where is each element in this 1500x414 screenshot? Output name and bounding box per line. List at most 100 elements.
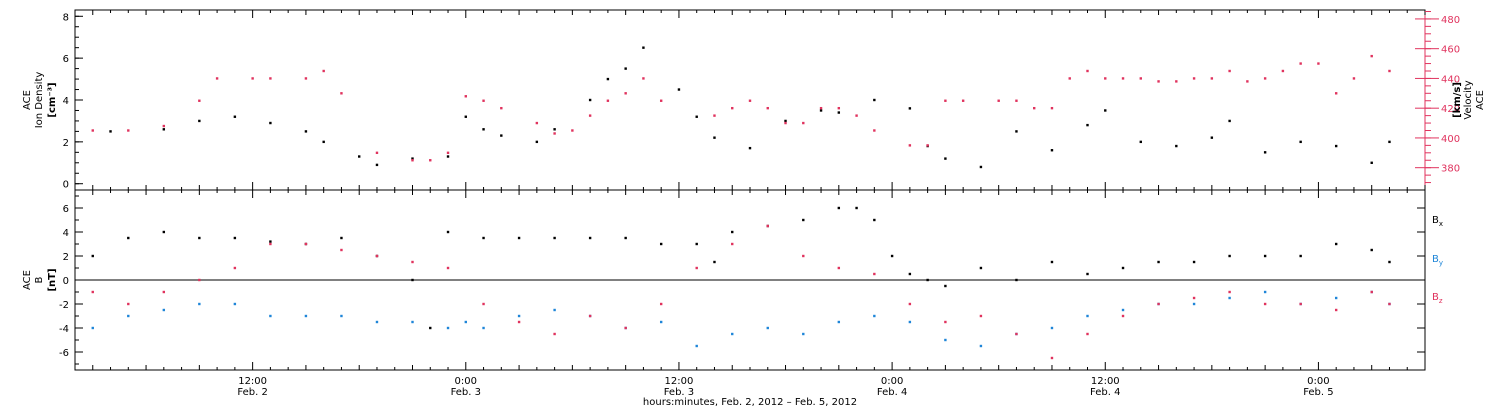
bx-point (1263, 254, 1267, 258)
bx-point (1370, 248, 1373, 252)
density-point (1086, 123, 1089, 127)
velocity-point (1317, 62, 1320, 65)
velocity-point (304, 77, 308, 80)
density-point (358, 155, 361, 158)
bx-point (269, 240, 272, 243)
bx-point (340, 236, 343, 240)
bx-point (1121, 266, 1125, 270)
velocity-point (908, 144, 912, 147)
by-point (944, 338, 947, 342)
velocity-point (642, 77, 645, 80)
bx-point (944, 284, 947, 288)
density-point (713, 136, 716, 139)
velocity-point (198, 99, 201, 102)
velocity-point (1104, 77, 1107, 80)
density-point (304, 130, 308, 133)
density-point (837, 111, 841, 114)
density-point (979, 165, 983, 169)
bz-point (340, 248, 343, 252)
density-point (677, 88, 681, 91)
velocity-y-tick-label: 420 (1441, 104, 1460, 115)
bfield-y-tick-label: 4 (63, 228, 69, 239)
velocity-point (91, 129, 94, 132)
bx-point (926, 278, 929, 282)
density-ylabel-line3: [cm⁻³] (47, 82, 58, 117)
velocity-point (855, 114, 858, 117)
bx-point (588, 236, 592, 240)
velocity-point (766, 106, 769, 110)
velocity-point (411, 159, 414, 162)
bz-point (588, 314, 592, 318)
by-point (482, 326, 485, 330)
velocity-point (1068, 77, 1071, 80)
velocity-y-tick-label: 440 (1441, 74, 1460, 85)
by-point (464, 320, 467, 324)
density-point (695, 115, 698, 118)
velocity-point (1370, 54, 1373, 58)
by-point (411, 320, 414, 324)
density-y-tick-label: 0 (63, 180, 69, 191)
bx-point (1228, 254, 1231, 258)
velocity-point (251, 77, 254, 80)
velocity-point (464, 95, 467, 98)
by-point (375, 320, 379, 324)
legend-bx: Bx (1432, 215, 1443, 228)
velocity-point (1246, 80, 1249, 83)
bfield-y-tick-label: -6 (59, 348, 69, 359)
velocity-point (1281, 69, 1285, 73)
velocity-point (1299, 62, 1302, 65)
density-ylabel-line2: Ion Density (34, 72, 45, 129)
bz-point (553, 332, 556, 336)
bx-point (233, 236, 237, 240)
velocity-point (482, 99, 485, 102)
density-point (1015, 130, 1018, 133)
velocity-point (1210, 77, 1214, 80)
velocity-point (429, 159, 432, 162)
bx-point (855, 206, 858, 210)
velocity-point (926, 144, 929, 147)
bfield-ylabel-line1: ACE (22, 270, 33, 290)
velocity-point (731, 106, 734, 110)
by-point (1121, 308, 1125, 312)
velocity-point (1157, 80, 1160, 83)
bz-point (411, 260, 414, 264)
density-point (233, 115, 237, 118)
velocity-point (162, 124, 166, 128)
by-point (127, 314, 130, 318)
velocity-point (1015, 99, 1018, 102)
legend-by-label: B (1432, 254, 1439, 265)
bx-point (731, 230, 734, 234)
density-point (162, 128, 166, 131)
bz-point (375, 254, 379, 258)
velocity-point (127, 129, 130, 132)
velocity-point (500, 106, 503, 110)
by-point (1192, 302, 1196, 306)
density-y-tick-label: 8 (63, 12, 69, 23)
legend-by: By (1432, 254, 1443, 267)
velocity-point (873, 129, 876, 132)
by-point (1086, 314, 1089, 318)
density-point (1104, 109, 1107, 112)
bfield-y-tick-label: -2 (59, 300, 69, 311)
bx-point (198, 236, 201, 240)
density-point (606, 77, 610, 81)
bx-point (1157, 260, 1160, 264)
x-tick-label-date: Feb. 5 (1303, 387, 1333, 398)
bz-point (802, 254, 805, 258)
velocity-y-tick-label: 400 (1441, 134, 1460, 145)
bz-point (766, 224, 769, 228)
density-point (553, 128, 556, 131)
bx-point (411, 278, 414, 282)
velocity-y-tick-label: 460 (1441, 45, 1460, 56)
density-point (1263, 151, 1267, 154)
by-point (233, 302, 237, 306)
bz-point (446, 266, 450, 270)
legend-bz-sub: z (1439, 297, 1443, 305)
bx-point (1086, 272, 1089, 276)
bfield-y-tick-label: -4 (59, 324, 69, 335)
bx-point (890, 254, 894, 258)
velocity-point (784, 121, 787, 125)
density-point (819, 109, 823, 112)
x-tick-label-date: Feb. 3 (451, 387, 481, 398)
density-point (535, 140, 539, 144)
